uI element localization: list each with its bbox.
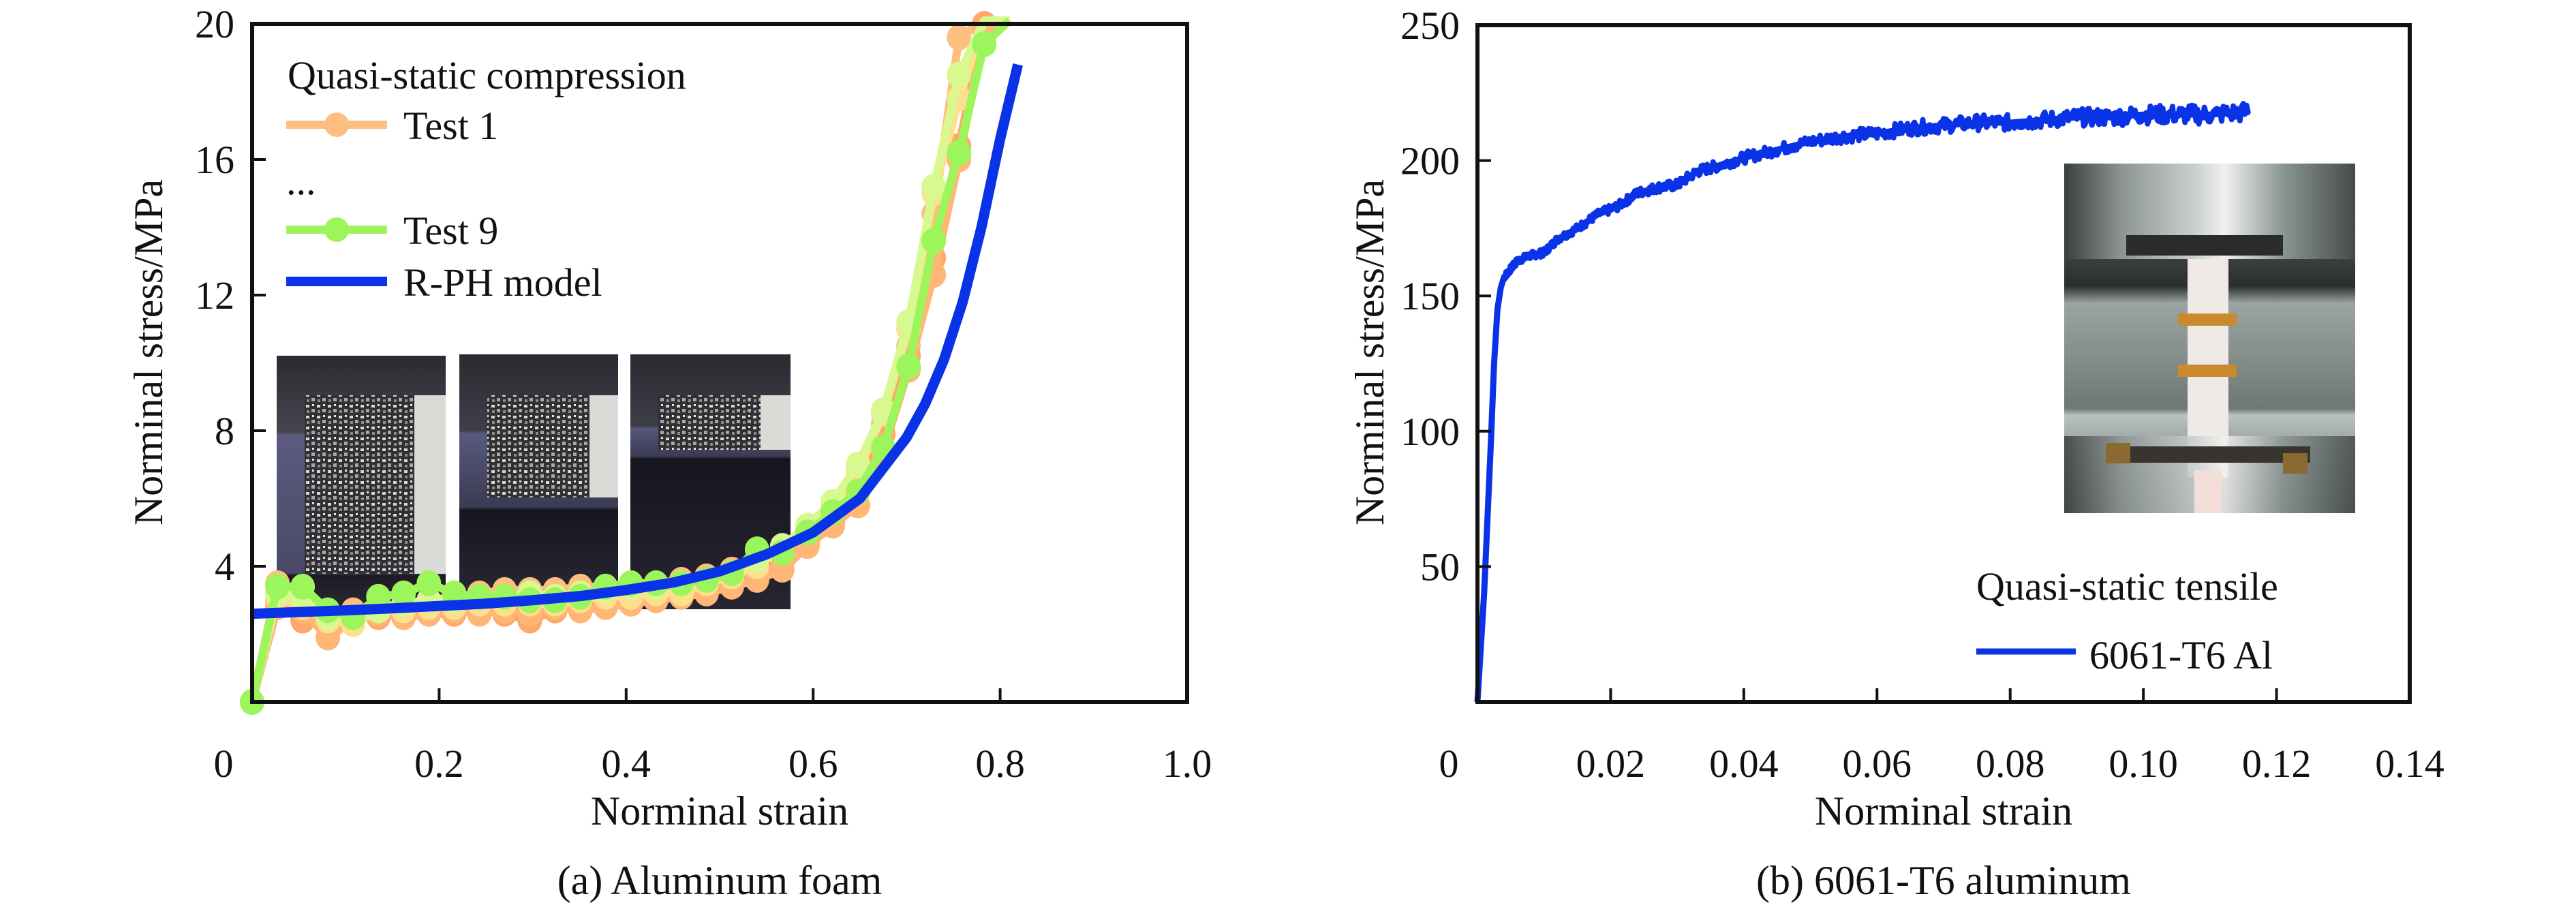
y-tick-label: 250 — [1400, 3, 1460, 48]
x-tick-label: 0.4 — [602, 741, 651, 786]
x-axis-title-b: Norminal strain — [1815, 788, 2072, 833]
data-point — [265, 573, 290, 600]
x-tick-label: 0.06 — [1843, 741, 1912, 786]
rph-model-group — [251, 63, 1023, 619]
legend-marker-test9 — [324, 217, 349, 242]
axis-ticks-a — [252, 158, 1002, 702]
data-point — [972, 31, 997, 57]
data-point — [947, 24, 972, 50]
data-point — [947, 61, 972, 88]
caption-a: (a) Aluminum foam — [557, 858, 883, 903]
data-point — [416, 570, 442, 596]
tensile-series-group — [1474, 101, 2251, 703]
tick-labels-b: 0 0.02 0.04 0.06 0.08 0.10 0.12 0.14 50 100 150 200… — [1400, 3, 2444, 786]
data-point — [947, 140, 972, 166]
legend-label-rph: R-PH model — [403, 260, 602, 305]
rph-model-line — [251, 63, 1023, 619]
x-tick-label: 0.6 — [788, 741, 838, 786]
y-tick-label: 12 — [195, 273, 234, 318]
y-tick-label: 150 — [1400, 274, 1460, 318]
x-tick-label: 0.10 — [2109, 741, 2178, 786]
y-tick-label: 8 — [215, 409, 234, 453]
legend-ellipsis: ... — [286, 159, 316, 203]
y-tick-label: 200 — [1400, 139, 1460, 183]
x-tick-label: 0.12 — [2242, 741, 2312, 786]
foam-photo-2 — [459, 354, 618, 609]
data-point — [896, 353, 921, 380]
foam-photo-insets — [277, 354, 791, 611]
data-point — [366, 583, 391, 610]
panel-b-6061-aluminum: 0 0.02 0.04 0.06 0.08 0.10 0.12 0.14 50 100 150 200… — [1347, 3, 2444, 903]
legend-label-test9: Test 9 — [403, 209, 498, 253]
data-point — [921, 173, 947, 200]
legend-marker-test1 — [324, 112, 349, 137]
x-tick-label: 1.0 — [1163, 741, 1212, 786]
plot-frame-b — [1475, 23, 2412, 704]
panel-a-aluminum-foam: 0 0.2 0.4 0.6 0.8 1.0 4 8 12 16 20 Quasi-static co… — [126, 2, 1212, 903]
tensile-curve-noise — [1501, 101, 2251, 282]
y-tick-label: 20 — [195, 2, 234, 46]
axis-ticks-b — [1477, 159, 2278, 702]
x-tick-label: 0.2 — [414, 741, 464, 786]
legend-title-b: Quasi-static tensile — [1976, 564, 2278, 609]
legend-b: Quasi-static tensile 6061-T6 Al — [1976, 564, 2278, 677]
legend-a: Quasi-static compression Test 1 ... Test… — [286, 53, 686, 305]
tick-labels-a: 0 0.2 0.4 0.6 0.8 1.0 4 8 12 16 20 — [195, 2, 1212, 786]
foam-photo-1 — [277, 356, 446, 611]
x-tick-label: 0.04 — [1709, 741, 1779, 786]
x-tick-label: 0.02 — [1576, 741, 1646, 786]
y-tick-label: 16 — [195, 138, 234, 182]
data-point — [290, 573, 316, 600]
y-tick-label: 4 — [215, 544, 234, 589]
caption-b: (b) 6061-T6 aluminum — [1756, 858, 2131, 903]
y-tick-label: 100 — [1400, 410, 1460, 454]
tensile-photo-inset — [2064, 164, 2355, 513]
legend-label-test1: Test 1 — [403, 104, 498, 148]
data-point — [846, 451, 871, 478]
data-point — [391, 580, 416, 607]
foam-photo-3 — [630, 354, 791, 609]
plot-frame-a — [250, 22, 1189, 704]
y-tick-label: 50 — [1420, 544, 1460, 589]
y-axis-title-b: Norminal stress/MPa — [1347, 179, 1392, 525]
x-tick-label: 0 — [1439, 741, 1459, 786]
y-axis-title-a: Norminal stress/MPa — [126, 179, 171, 525]
legend-label-6061: 6061-T6 Al — [2089, 633, 2273, 677]
x-tick-label: 0 — [214, 741, 234, 786]
x-tick-label: 0.14 — [2375, 741, 2444, 786]
data-point — [921, 228, 947, 254]
x-tick-label: 0.08 — [1976, 741, 2045, 786]
legend-title-a: Quasi-static compression — [288, 53, 686, 97]
x-tick-label: 0.8 — [975, 741, 1025, 786]
x-axis-title-a: Norminal strain — [591, 788, 848, 833]
